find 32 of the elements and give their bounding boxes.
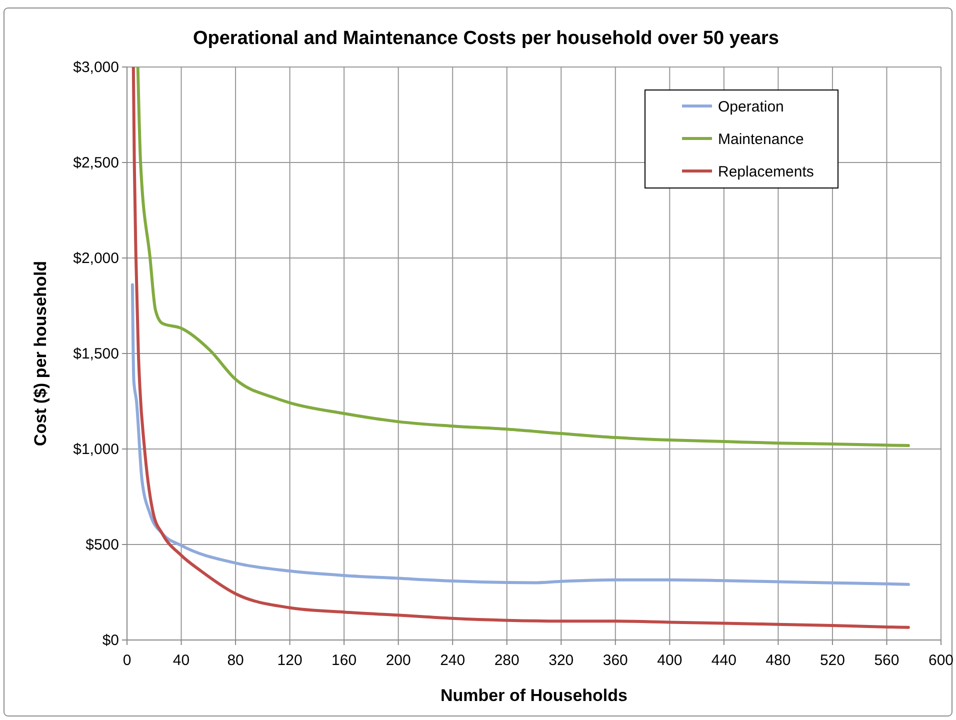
x-tick-label: 600 [928, 652, 954, 669]
y-tick-label: $500 [86, 536, 119, 554]
y-tick-label: $0 [102, 632, 119, 649]
x-tick-label: 280 [494, 652, 520, 669]
x-tick-label: 560 [874, 652, 900, 669]
chart-title: Operational and Maintenance Costs per household over 50 years [192, 28, 780, 49]
line-series [136, 67, 910, 448]
line-series [130, 283, 910, 586]
y-axis-title: Cost ($) per household [31, 260, 50, 446]
y-tick-label: $3,000 [73, 59, 119, 76]
legend-label: Replacements [718, 164, 814, 180]
x-tick-label: 40 [172, 652, 190, 669]
x-tick-label: 200 [386, 652, 411, 669]
line-series [132, 67, 910, 629]
x-tick-label: 0 [122, 652, 132, 669]
y-tick-label: $1,000 [73, 441, 119, 458]
y-tick-label: $2,000 [73, 250, 119, 267]
x-tick-label: 80 [227, 652, 244, 669]
legend-label: Maintenance [718, 131, 804, 148]
x-tick-label: 520 [820, 652, 845, 669]
y-tick-label: $1,500 [73, 346, 119, 362]
x-tick-label: 240 [440, 652, 466, 669]
x-tick-label: 360 [602, 652, 628, 669]
x-tick-label: 480 [766, 652, 791, 669]
x-tick-label: 160 [332, 652, 357, 669]
x-tick-label: 440 [711, 652, 736, 669]
x-tick-label: 320 [548, 652, 574, 669]
x-tick-label: 120 [277, 652, 302, 669]
legend-label: Operation [718, 98, 784, 116]
x-axis-title: Number of Households [440, 686, 628, 705]
y-tick-label: $2,500 [73, 154, 119, 172]
x-tick-label: 400 [657, 652, 682, 669]
